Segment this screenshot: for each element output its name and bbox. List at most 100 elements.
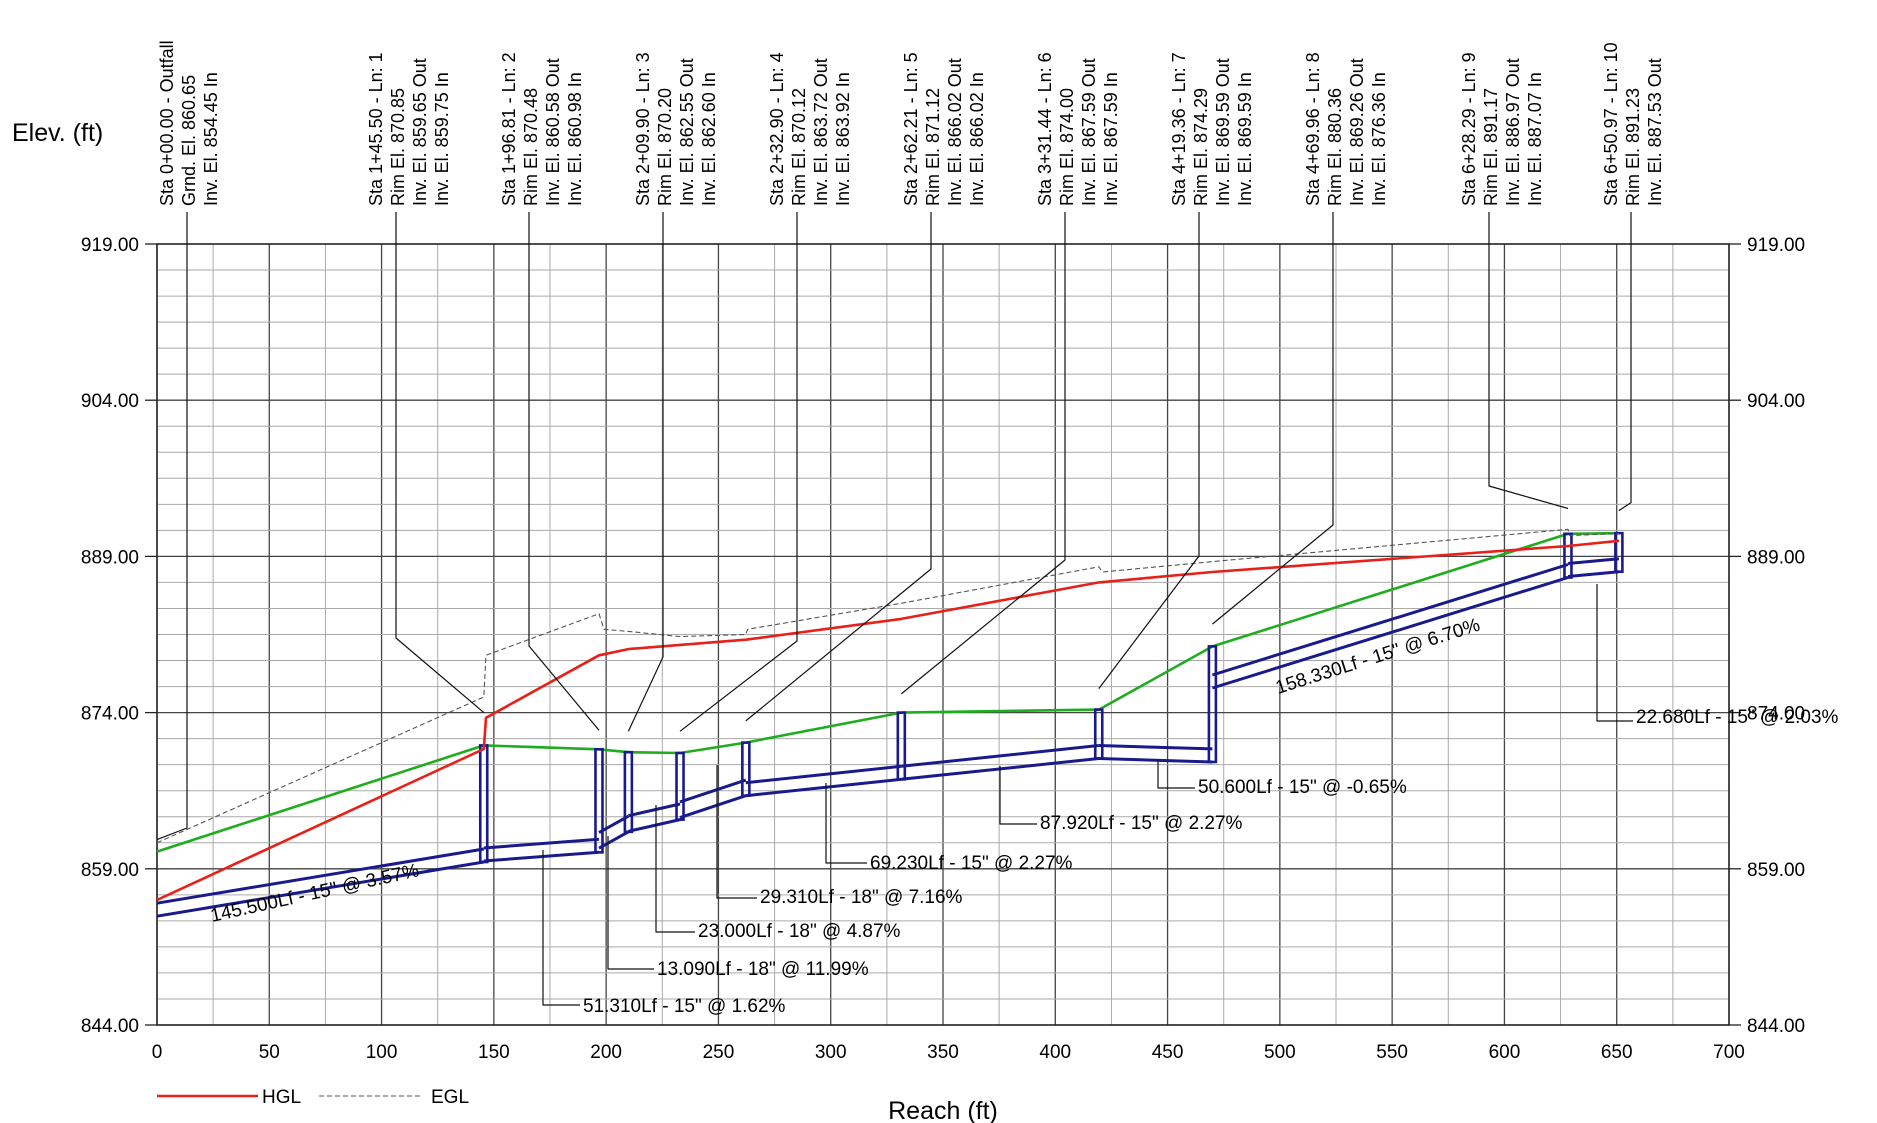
plot-border [156,243,1730,1026]
x-tick-label: 550 [1376,1042,1408,1063]
station-label-1-line-0: Sta 1+45.50 - Ln: 1 [366,52,386,206]
y-tick-label-right: 844.00 [1747,1016,1805,1037]
x-tick-labels: 0 50 100 150 200 250 300 350 400 450 500 550 600 650 7… [152,1042,1745,1063]
station-leader-10 [1618,212,1632,512]
station-label-1-line-2: Inv. El. 859.65 Out [410,58,430,206]
manhole-1 [478,744,489,864]
manhole-4 [675,751,685,821]
manhole-10 [1614,531,1624,574]
station-label-2-line-3: Inv. El. 860.98 In [565,72,585,206]
x-tick-label: 400 [1039,1042,1071,1063]
callout-leader-7 [999,766,1037,825]
y-tick-label-left: 889.00 [81,547,139,568]
pipe-label-6: 69.230Lf - 15" @ 2.27% [870,853,1073,874]
pipe-invert-3 [598,830,630,850]
pipe-label-7: 87.920Lf - 15" @ 2.27% [1040,813,1243,834]
manhole-2 [594,747,604,854]
y-tick-label-right: 859.00 [1747,860,1805,881]
pipe-label-10: 22.680Lf - 15" @ 2.03% [1636,707,1839,728]
pipe-label-5: 29.310Lf - 18" @ 7.16% [760,887,963,908]
station-label-10-line-2: Inv. El. 887.53 Out [1645,58,1665,206]
pipe-invert-4 [628,818,681,833]
station-label-0-line-1: Grnd. El. 860.65 [179,75,199,206]
pipe-callouts: 145.500Lf - 15" @ 3.57% 51.310Lf - 15" @ … [209,584,1839,1017]
station-label-5-line-3: Inv. El. 866.02 In [967,72,987,206]
station-label-6-line-3: Inv. El. 867.59 In [1101,72,1121,206]
station-label-9-line-2: Inv. El. 886.97 Out [1503,58,1523,206]
y-tick-label-right: 904.00 [1747,391,1805,412]
y-tick-label-right: 919.00 [1747,235,1805,256]
pipe-crown-4 [628,802,681,818]
station-label-7-line-2: Inv. El. 869.59 Out [1213,58,1233,206]
station-label-2-line-1: Rim El. 870.48 [521,88,541,206]
pipe-invert-10 [1567,570,1620,578]
x-tick-label: 150 [478,1042,510,1063]
callout-leader-2 [542,850,580,1006]
y-tick-label-left: 904.00 [81,391,139,412]
pipe-crown-9 [1211,563,1569,677]
grid [145,243,1741,1026]
ground-profile [156,531,1620,853]
pipe-crown-2 [483,837,600,850]
manhole-8 [1207,645,1218,764]
callout-leader-10 [1596,584,1633,722]
station-leader-7 [1098,212,1200,689]
station-label-7-line-1: Rim El. 874.29 [1191,88,1211,206]
station-label-3-line-1: Rim El. 870.20 [655,88,675,206]
callout-leader-3 [607,836,654,970]
pipe-crown-1 [156,847,485,905]
pipe-crown-7 [901,744,1099,768]
egl-line [156,528,1620,844]
pipe-crown-10 [1567,557,1620,565]
station-label-2-line-2: Inv. El. 860.58 Out [543,58,563,206]
station-label-1-line-3: Inv. El. 859.75 In [432,72,452,206]
x-tick-label: 500 [1264,1042,1296,1063]
station-label-4-line-1: Rim El. 870.12 [789,88,809,206]
station-label-5-line-0: Sta 2+62.21 - Ln: 5 [901,52,921,206]
station-label-3-line-0: Sta 2+09.90 - Ln: 3 [633,52,653,206]
hgl-line [156,539,1620,902]
x-tick-label: 300 [815,1042,847,1063]
station-leader-9 [1488,212,1569,510]
station-label-4-line-0: Sta 2+32.90 - Ln: 4 [767,52,787,206]
x-tick-label: 650 [1601,1042,1633,1063]
callout-leader-5 [716,765,757,899]
station-label-7-line-0: Sta 4+19.36 - Ln: 7 [1169,52,1189,206]
station-leader-2 [528,212,600,731]
pipe-invert-9 [1211,576,1569,690]
pipe-label-8: 50.600Lf - 15" @ -0.65% [1198,777,1407,798]
station-label-0-line-2: Inv. El. 854.45 In [201,72,221,206]
station-label-8-line-2: Inv. El. 869.26 Out [1347,58,1367,206]
station-label-5-line-1: Rim El. 871.12 [923,88,943,206]
station-label-6-line-2: Inv. El. 867.59 Out [1079,58,1099,206]
legend-egl-label: EGL [431,1087,469,1108]
station-label-4-line-3: Inv. El. 863.92 In [833,72,853,206]
manhole-9 [1563,532,1573,579]
callout-leader-4 [655,805,695,933]
pipe-label-1: 145.500Lf - 15" @ 3.57% [209,860,422,927]
x-tick-label: 700 [1713,1042,1745,1063]
station-label-10-line-1: Rim El. 891.23 [1623,88,1643,206]
pipe-invert-5 [679,794,747,820]
hgl-egl-series [156,528,1620,902]
y-tick-label-left: 844.00 [81,1016,139,1037]
y-tick-label-right: 889.00 [1747,547,1805,568]
station-leader-5 [745,212,932,722]
station-leader-1 [395,212,485,714]
pipes [156,557,1620,918]
manhole-3 [623,750,634,834]
x-tick-label: 200 [590,1042,622,1063]
x-tick-label: 600 [1489,1042,1521,1063]
callout-leader-6 [825,783,867,864]
manhole-5 [741,741,751,797]
x-axis-label: Reach (ft) [888,1097,998,1123]
pipe-crown-3 [598,814,630,834]
pipe-label-2: 51.310Lf - 15" @ 1.62% [583,996,786,1017]
x-tick-label: 0 [152,1042,163,1063]
manhole-7 [1093,708,1104,760]
x-tick-label: 50 [259,1042,280,1063]
pipe-invert-1 [156,860,485,918]
station-label-9-line-1: Rim El. 891.17 [1481,88,1501,206]
y-axis-label: Elev. (ft) [12,119,103,147]
y-tick-label-right: 874.00 [1747,704,1805,725]
